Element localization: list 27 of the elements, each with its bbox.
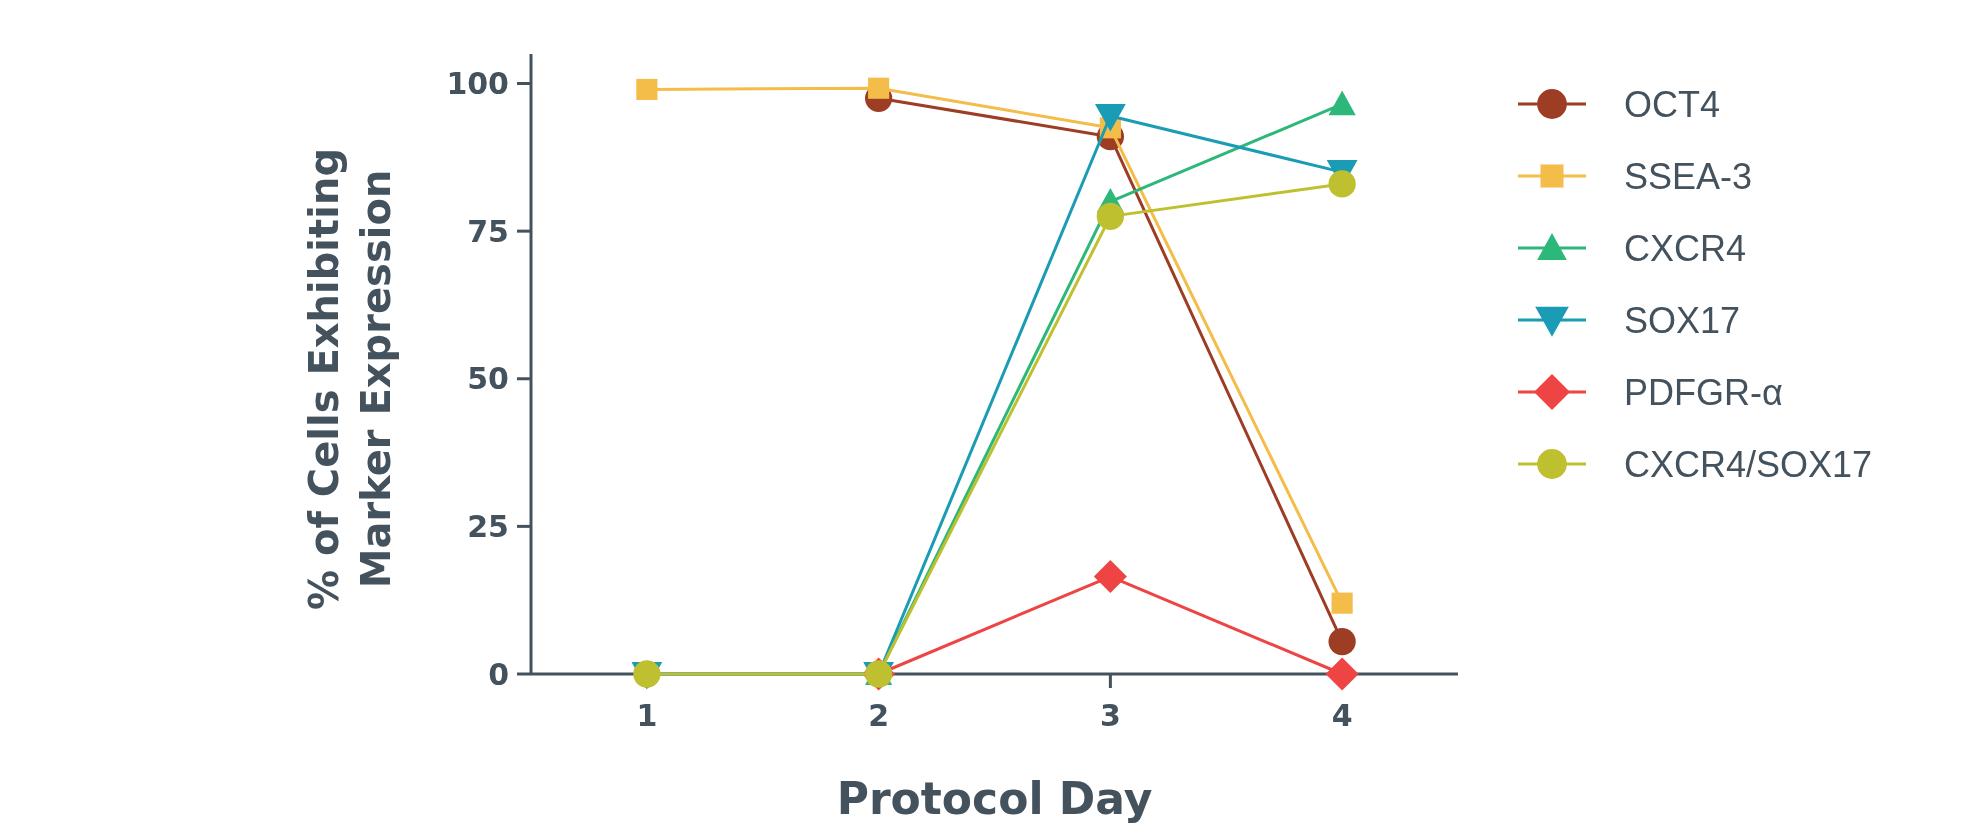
- legend-label: CXCR4: [1624, 227, 1747, 269]
- legend-label: PDFGR-α: [1624, 371, 1783, 413]
- x-tick-label: 3: [1099, 698, 1121, 733]
- y-axis-title: % of Cells Exhibiting Marker Expression: [301, 147, 399, 611]
- point: [1328, 170, 1356, 198]
- point: [1331, 592, 1353, 614]
- point: [636, 78, 658, 100]
- point: [1093, 560, 1127, 594]
- point: [1328, 627, 1356, 656]
- y-tick-label: 25: [467, 508, 509, 544]
- legend-label: SSEA-3: [1624, 155, 1753, 197]
- point: [868, 77, 890, 99]
- point: [1094, 103, 1126, 132]
- y-tick-label: 100: [446, 66, 509, 102]
- x-tick-label: 2: [868, 698, 890, 733]
- x-tick-label: 1: [636, 698, 658, 733]
- point: [1096, 202, 1125, 231]
- x-axis-title: Protocol Day: [836, 773, 1153, 824]
- y-tick-label: 0: [488, 656, 509, 692]
- point: [1328, 90, 1356, 116]
- y-tick-label: 75: [467, 213, 509, 249]
- point: [1325, 657, 1359, 691]
- x-tick-label: 4: [1331, 698, 1353, 733]
- legend-label: CXCR4/SOX17: [1624, 443, 1873, 485]
- legend-label: OCT4: [1624, 83, 1721, 125]
- y-tick-label: 50: [467, 361, 509, 397]
- legend-label: SOX17: [1624, 299, 1741, 341]
